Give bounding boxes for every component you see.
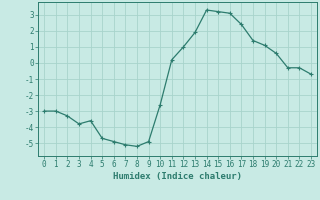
X-axis label: Humidex (Indice chaleur): Humidex (Indice chaleur) <box>113 172 242 181</box>
